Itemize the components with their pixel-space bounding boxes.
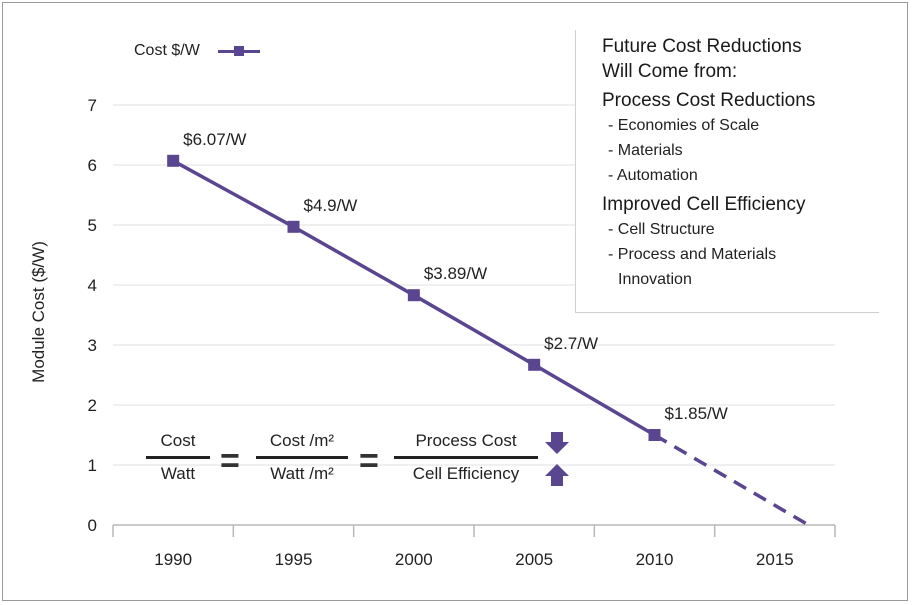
y-tick-label: 7 <box>88 96 97 115</box>
data-points <box>167 154 661 441</box>
data-labels: $6.07/W $4.9/W $3.89/W $2.7/W $1.85/W <box>183 130 728 423</box>
legend-swatch <box>217 45 260 57</box>
fraction-denominator: Watt /m² <box>270 464 334 483</box>
x-tick-label: 1990 <box>154 550 192 569</box>
info-item: - Economies of Scale <box>608 117 760 134</box>
x-tick-label: 2005 <box>515 550 553 569</box>
info-title-2: Will Come from: <box>602 61 738 82</box>
y-axis-label: Module Cost ($/W) <box>29 241 48 383</box>
arrow-up-icon <box>545 464 569 486</box>
fraction-bar <box>256 456 348 459</box>
data-label: $4.9/W <box>304 196 358 215</box>
fraction-numerator: Cost <box>160 431 196 450</box>
data-label: $2.7/W <box>544 334 598 353</box>
y-tick-label: 0 <box>88 516 97 535</box>
info-item: - Materials <box>608 142 683 159</box>
fraction-denominator: Watt <box>160 464 196 483</box>
data-point <box>648 429 661 441</box>
projection-line <box>653 433 810 527</box>
y-tick-label: 3 <box>88 336 97 355</box>
formula-fraction-1: Cost Watt <box>146 430 210 485</box>
y-tick-label: 4 <box>88 276 97 295</box>
formula-fraction-2: Cost /m² Watt /m² <box>256 430 348 485</box>
info-item: - Cell Structure <box>608 221 715 238</box>
x-tick-label: 2015 <box>756 550 794 569</box>
data-point <box>287 220 300 233</box>
fraction-numerator: Cost /m² <box>269 431 335 450</box>
x-tick-label: 1995 <box>275 550 313 569</box>
equals-sign: = <box>359 442 379 480</box>
y-tick-label: 1 <box>88 456 97 475</box>
y-tick-label: 5 <box>88 216 97 235</box>
legend: Cost $/W <box>134 42 260 60</box>
data-point <box>407 289 420 302</box>
x-tick-labels: 1990 1995 2000 2005 2010 2015 <box>154 550 793 569</box>
info-box: Future Cost Reductions Will Come from: P… <box>575 30 879 313</box>
y-tick-label: 6 <box>88 156 97 175</box>
arrow-down-icon <box>545 432 569 454</box>
fraction-denominator: Cell Efficiency <box>412 464 520 483</box>
fraction-bar <box>146 456 210 459</box>
y-tick-label: 2 <box>88 396 97 415</box>
data-point <box>528 358 541 371</box>
data-label: $6.07/W <box>183 130 246 149</box>
info-title-1: Future Cost Reductions <box>602 36 802 57</box>
equals-sign: = <box>220 442 240 480</box>
formula-fraction-3: Process Cost Cell Efficiency <box>394 430 538 485</box>
fraction-numerator: Process Cost <box>415 431 517 450</box>
axes <box>112 524 836 537</box>
y-tick-labels: 0 1 2 3 4 5 6 7 <box>88 96 97 535</box>
data-label: $1.85/W <box>665 404 728 423</box>
info-section-2: Improved Cell Efficiency <box>602 194 806 215</box>
legend-label: Cost $/W <box>134 42 200 59</box>
data-label: $3.89/W <box>424 264 487 283</box>
x-tick-label: 2000 <box>395 550 433 569</box>
data-point <box>167 154 180 167</box>
fraction-bar <box>394 456 538 459</box>
info-item: - Automation <box>608 167 698 184</box>
info-item: Innovation <box>618 271 692 288</box>
info-section-1: Process Cost Reductions <box>602 90 816 111</box>
x-tick-label: 2010 <box>636 550 674 569</box>
info-item: - Process and Materials <box>608 246 777 263</box>
